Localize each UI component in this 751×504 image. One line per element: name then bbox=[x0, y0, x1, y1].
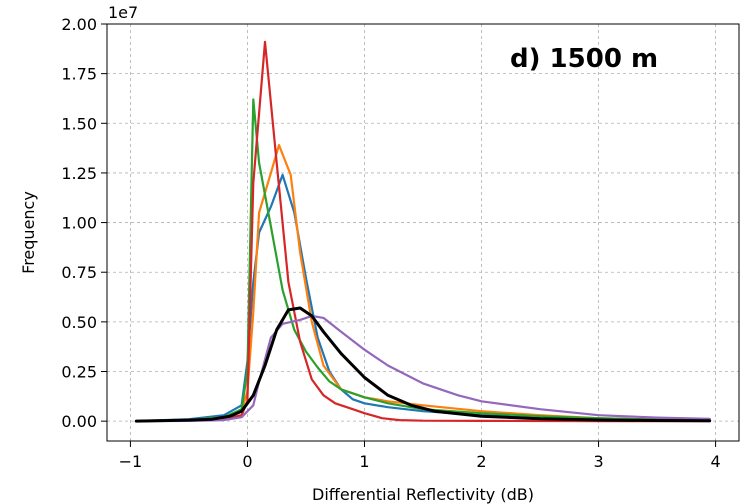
series-line-green bbox=[135, 98, 711, 423]
x-tick-label: 0 bbox=[242, 452, 252, 471]
y-exponent-label: 1e7 bbox=[108, 3, 138, 22]
y-tick-label: 1.00 bbox=[61, 214, 97, 233]
panel-annotation: d) 1500 m bbox=[510, 44, 658, 74]
y-tick-label: 1.75 bbox=[61, 65, 97, 84]
y-tick-label: 0.75 bbox=[61, 263, 97, 282]
x-tick-label: 3 bbox=[593, 452, 603, 471]
series-line-orange bbox=[135, 144, 711, 423]
x-axis-ticks: −1 0 1 2 3 4 bbox=[119, 441, 721, 471]
x-tick-label: 1 bbox=[359, 452, 369, 471]
x-tick-label: 2 bbox=[476, 452, 486, 471]
y-tick-label: 0.50 bbox=[61, 313, 97, 332]
x-tick-label: −1 bbox=[119, 452, 143, 471]
x-tick-label: 4 bbox=[710, 452, 720, 471]
y-tick-label: 1.25 bbox=[61, 164, 97, 183]
y-axis-ticks: 0.00 0.25 0.50 0.75 1.00 1.25 1.50 1.75 2.00 bbox=[61, 15, 107, 431]
y-axis-label: Frequency bbox=[19, 191, 38, 274]
series-line-black bbox=[134, 306, 712, 423]
y-tick-label: 0.25 bbox=[61, 363, 97, 382]
series-line-purple bbox=[135, 314, 711, 423]
series-group bbox=[134, 40, 712, 423]
y-tick-label: 0.00 bbox=[61, 412, 97, 431]
y-tick-label: 2.00 bbox=[61, 15, 97, 34]
x-axis-label: Differential Reflectivity (dB) bbox=[312, 485, 534, 504]
y-tick-label: 1.50 bbox=[61, 114, 97, 133]
plot-frame bbox=[106, 23, 740, 442]
